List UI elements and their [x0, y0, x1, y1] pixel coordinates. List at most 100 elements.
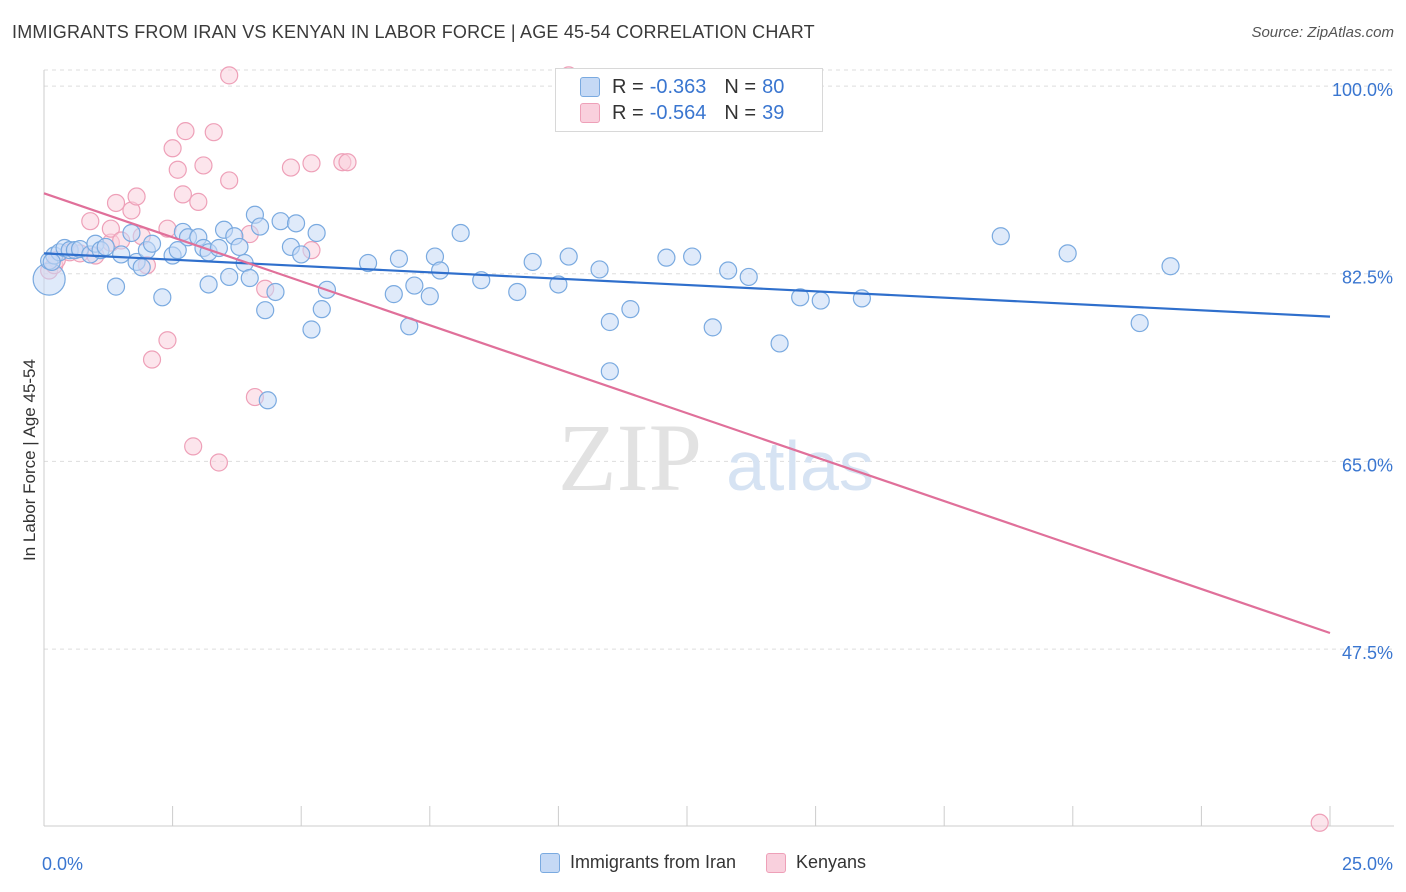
trend-lines: [43, 192, 1331, 635]
iran-point: [657, 248, 676, 267]
iran-point: [358, 253, 378, 273]
iran-points: [32, 205, 1180, 410]
kenya-point: [220, 66, 239, 85]
iran-point: [271, 212, 290, 231]
iran-point: [600, 362, 619, 381]
y-tick-label-0: 47.5%: [1342, 643, 1393, 663]
iran-point: [791, 288, 810, 307]
legend-row-iran: R = -0.363 N = 80: [580, 75, 784, 99]
iran-point: [549, 275, 568, 294]
iran-point: [508, 282, 527, 302]
kenya-point: [281, 158, 301, 177]
iran-point: [153, 288, 172, 307]
iran-point: [266, 282, 285, 302]
x-tick-label-0: 0.0%: [42, 854, 83, 874]
kenya-point: [163, 139, 182, 158]
iran-swatch: [580, 77, 600, 97]
iran-point: [292, 245, 311, 264]
x-tick-label-1: 25.0%: [1342, 854, 1393, 874]
series-legend: Immigrants from Iran Kenyans: [0, 852, 1406, 873]
iran-n-label: N =: [724, 75, 757, 98]
iran-point: [312, 300, 331, 319]
iran-point: [230, 237, 249, 257]
kenya-point: [220, 171, 239, 190]
iran-point: [389, 249, 409, 268]
grid-lines: [44, 69, 1394, 650]
kenya-point: [168, 160, 187, 179]
iran-point: [1161, 257, 1180, 276]
iran-point: [523, 252, 542, 272]
iran-point: [256, 301, 275, 320]
iran-point: [600, 312, 619, 332]
iran-point: [811, 291, 830, 310]
iran-n-value: 80: [762, 75, 785, 98]
iran-point: [250, 217, 270, 236]
iran-point: [420, 287, 439, 306]
legend-item-kenya[interactable]: Kenyans: [765, 852, 867, 873]
iran-point: [42, 252, 61, 272]
iran-point: [991, 227, 1010, 246]
iran-legend-swatch: [539, 852, 560, 873]
kenya-n-label: N =: [724, 101, 757, 124]
iran-point: [168, 241, 187, 260]
iran-trend-line: [43, 252, 1331, 318]
watermark: ZIP atlas: [558, 404, 874, 511]
iran-r-label: R =: [612, 75, 644, 98]
axes: [43, 70, 1394, 827]
iran-point: [132, 258, 151, 277]
iran-point: [451, 223, 470, 243]
kenya-point: [189, 192, 208, 211]
kenya-point: [158, 331, 177, 350]
kenya-point: [1310, 813, 1329, 832]
kenya-point: [176, 122, 195, 141]
iran-point: [559, 247, 578, 266]
iran-point: [96, 237, 115, 257]
kenya-swatch: [580, 103, 600, 123]
y-tick-label-3: 100.0%: [1332, 80, 1393, 100]
iran-point: [286, 214, 306, 233]
kenya-point: [106, 193, 126, 213]
chart-title: IMMIGRANTS FROM IRAN VS KENYAN IN LABOR …: [12, 22, 815, 42]
kenya-point: [204, 123, 223, 142]
iran-point: [739, 267, 758, 287]
kenya-point: [184, 437, 203, 456]
kenya-point: [209, 453, 228, 472]
tick-labels: 47.5% 65.0% 82.5% 100.0% 0.0% 25.0%: [42, 80, 1393, 874]
kenya-point: [81, 212, 100, 231]
kenya-point: [127, 187, 146, 206]
iran-r-value: -0.363: [649, 75, 707, 98]
iran-point: [621, 300, 640, 319]
legend-item-iran[interactable]: Immigrants from Iran: [539, 852, 736, 873]
iran-point: [199, 275, 218, 294]
source-label: Source: ZipAtlas.com: [1251, 24, 1394, 41]
y-tick-label-1: 65.0%: [1342, 455, 1393, 475]
iran-point: [220, 267, 239, 287]
kenya-r-value: -0.564: [649, 101, 707, 124]
iran-point: [1058, 244, 1077, 263]
kenya-point: [194, 156, 213, 175]
watermark-atlas: atlas: [726, 427, 874, 505]
legend-row-kenya: R = -0.564 N = 39: [580, 101, 784, 125]
iran-point: [770, 334, 789, 353]
iran-point: [112, 245, 131, 264]
kenya-legend-label: Kenyans: [795, 852, 867, 872]
kenya-point: [142, 350, 162, 369]
iran-point: [384, 285, 403, 304]
kenya-point: [302, 154, 321, 173]
y-tick-label-2: 82.5%: [1342, 268, 1393, 288]
iran-point: [683, 247, 702, 266]
iran-point: [302, 320, 321, 339]
iran-point: [430, 261, 450, 280]
iran-legend-label: Immigrants from Iran: [569, 852, 736, 872]
iran-point: [258, 391, 277, 410]
iran-point: [590, 260, 609, 279]
stats-legend: R = -0.363 N = 80 R = -0.564 N = 39: [555, 68, 823, 132]
iran-point: [405, 276, 424, 295]
iran-point: [240, 268, 259, 288]
iran-point: [1130, 313, 1149, 333]
kenya-point: [338, 153, 357, 172]
iran-point: [307, 223, 326, 243]
kenya-r-label: R =: [612, 101, 644, 124]
kenya-n-value: 39: [762, 101, 785, 124]
